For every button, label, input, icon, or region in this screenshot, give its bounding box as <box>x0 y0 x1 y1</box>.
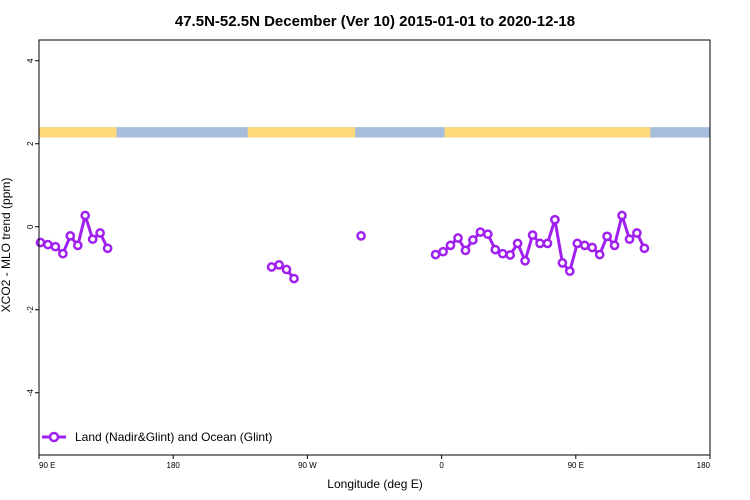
land-band <box>444 127 651 138</box>
data-point <box>557 258 568 268</box>
data-point <box>579 240 590 251</box>
data-point <box>453 233 463 243</box>
data-point <box>266 262 277 272</box>
data-point <box>497 248 508 259</box>
data-point <box>438 246 448 257</box>
x-tick-label: 0 <box>439 461 444 470</box>
data-point <box>572 238 583 249</box>
data-point <box>430 249 441 260</box>
data-point <box>609 240 620 251</box>
data-point <box>624 234 635 245</box>
x-tick-label: 180 <box>167 461 181 470</box>
data-point <box>490 244 501 255</box>
land-ocean-strip <box>39 127 710 138</box>
data-point <box>289 273 299 284</box>
data-point <box>587 242 598 253</box>
x-axis-label: Longitude (deg E) <box>327 477 422 491</box>
plot-frame <box>38 39 711 456</box>
y-axis: -4 -2 0 2 4 <box>26 58 39 396</box>
y-tick-label: 4 <box>26 58 35 63</box>
data-point <box>535 238 545 249</box>
data-point <box>102 243 113 254</box>
data-point <box>475 227 486 237</box>
data-point <box>281 264 292 275</box>
data-point <box>527 230 538 240</box>
x-tick-label: 90 E <box>39 461 55 470</box>
data-point <box>65 231 76 241</box>
x-tick-label: 90 E <box>568 461 584 470</box>
data-point <box>72 240 83 251</box>
data-point <box>639 243 650 254</box>
x-axis: 90 E 180 90 W 0 90 E 180 <box>38 455 711 470</box>
data-point <box>520 255 530 266</box>
data-point <box>505 250 516 260</box>
land-band <box>39 127 117 138</box>
legend-marker <box>48 431 60 443</box>
y-tick-label: 2 <box>26 141 35 146</box>
data-point <box>43 239 53 250</box>
data-point <box>460 245 471 256</box>
data-point <box>550 214 560 225</box>
chart-title: 47.5N-52.5N December (Ver 10) 2015-01-01… <box>175 13 575 30</box>
y-axis-label: XCO2 - MLO trend (ppm) <box>0 178 13 313</box>
data-point <box>80 210 91 221</box>
data-point <box>482 229 493 240</box>
x-tick-label: 180 <box>697 461 711 470</box>
data-point <box>445 240 456 251</box>
data-point <box>58 248 68 259</box>
land-band <box>247 127 356 138</box>
x-tick-label: 90 W <box>298 461 317 470</box>
legend-label: Land (Nadir&Glint) and Ocean (Glint) <box>75 430 272 444</box>
y-tick-label: 0 <box>26 224 35 229</box>
data-point <box>564 266 575 277</box>
ocean-band <box>39 127 710 138</box>
data-point <box>356 231 366 241</box>
data-point <box>512 238 523 249</box>
series-layer <box>35 210 650 284</box>
data-point <box>632 228 642 238</box>
data-point <box>594 249 605 260</box>
data-point <box>602 231 612 242</box>
data-point <box>468 235 478 245</box>
data-point <box>274 260 284 270</box>
legend: Land (Nadir&Glint) and Ocean (Glint) <box>42 430 272 444</box>
data-point <box>35 237 46 248</box>
y-tick-label: -4 <box>26 389 35 397</box>
data-point <box>50 241 61 252</box>
data-point <box>542 238 553 249</box>
data-point <box>617 210 627 221</box>
y-tick-label: -2 <box>26 306 35 314</box>
data-point <box>95 228 105 238</box>
data-point <box>87 234 98 245</box>
